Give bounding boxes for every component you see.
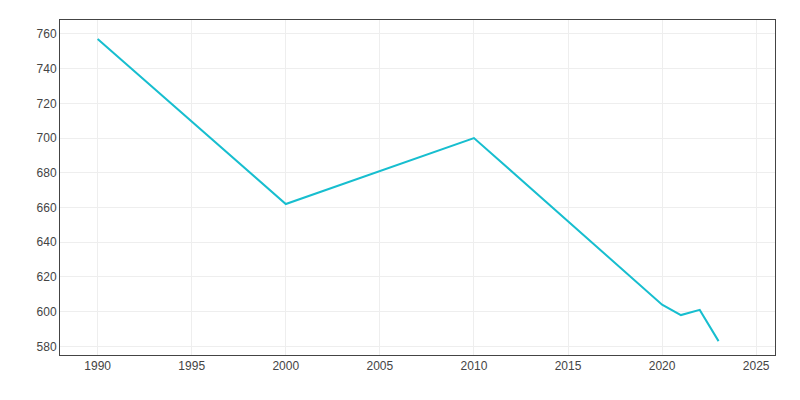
svg-text:1990: 1990 <box>84 359 111 373</box>
svg-text:1995: 1995 <box>178 359 205 373</box>
svg-text:620: 620 <box>37 270 57 284</box>
svg-text:760: 760 <box>37 27 57 41</box>
svg-text:2015: 2015 <box>555 359 582 373</box>
svg-text:640: 640 <box>37 235 57 249</box>
svg-text:700: 700 <box>37 131 57 145</box>
svg-text:680: 680 <box>37 166 57 180</box>
svg-text:2010: 2010 <box>461 359 488 373</box>
svg-text:740: 740 <box>37 62 57 76</box>
svg-text:660: 660 <box>37 201 57 215</box>
svg-text:2005: 2005 <box>367 359 394 373</box>
svg-text:2025: 2025 <box>743 359 770 373</box>
svg-text:600: 600 <box>37 305 57 319</box>
svg-text:2020: 2020 <box>649 359 676 373</box>
svg-text:720: 720 <box>37 97 57 111</box>
svg-text:580: 580 <box>37 340 57 354</box>
svg-text:2000: 2000 <box>272 359 299 373</box>
